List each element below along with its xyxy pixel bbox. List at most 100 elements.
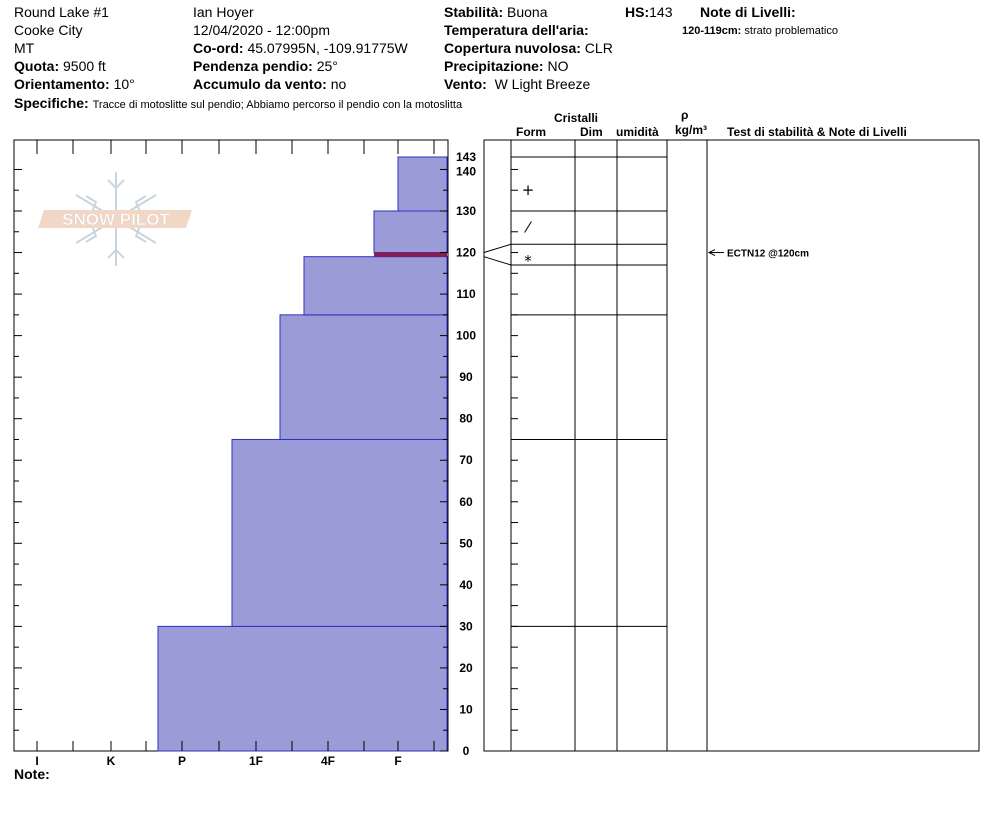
wind-value: W Light Breeze	[494, 76, 591, 92]
stability-test-0: ECTN12 @120cm	[727, 249, 809, 260]
layer-boundaries	[511, 156, 667, 627]
height-label-100: 100	[456, 329, 476, 343]
hardness-layer-1	[231, 438, 448, 627]
elevation: Quota: 9500 ft	[14, 58, 106, 74]
hardness-layer-5	[397, 156, 448, 212]
layer-note-range: 120-119cm:	[682, 25, 742, 37]
height-label-70: 70	[459, 453, 473, 467]
observer: Ian Hoyer	[193, 4, 254, 20]
hardness-label-4F: 4F	[321, 754, 335, 768]
wind-label: Vento:	[444, 76, 487, 92]
hardness-layer-3	[303, 256, 448, 316]
aspect-label: Orientamento:	[14, 76, 110, 92]
height-label-120: 120	[456, 246, 476, 260]
height-label-30: 30	[459, 619, 473, 633]
note-label: Note:	[14, 766, 50, 782]
height-label-80: 80	[459, 412, 473, 426]
slope-value: 25°	[316, 58, 338, 74]
crystals-header: Cristalli	[554, 111, 599, 125]
specifics: Specifiche: Tracce di motoslitte sul pen…	[14, 95, 462, 112]
problem-layer	[374, 252, 447, 257]
precipitation: Precipitazione: NO	[444, 58, 568, 74]
hardness-label-K: K	[107, 754, 116, 768]
specifics-label: Specifiche:	[14, 95, 89, 111]
cloud-cover: Copertura nuvolosa: CLR	[444, 40, 613, 56]
rho-header: ρ	[681, 108, 689, 122]
precip-value: NO	[547, 58, 569, 74]
layer-note: 120-119cm: strato problematico	[682, 25, 838, 38]
specifics-text: Tracce di motoslitte sul pendio; Abbiamo…	[92, 99, 463, 111]
test-arrow-icon-0	[707, 249, 716, 256]
height-label-20: 20	[459, 661, 473, 675]
elevation-label: Quota:	[14, 58, 60, 74]
hardness-label-1F: 1F	[249, 754, 263, 768]
coord-label: Co-ord:	[193, 40, 244, 56]
stability-notes-header: Test di stabilità & Note di Livelli	[727, 125, 907, 139]
stability-value: Buona	[507, 4, 548, 20]
state: MT	[14, 40, 35, 56]
height-label-110: 110	[456, 287, 476, 301]
dim-header: Dim	[580, 125, 603, 139]
height-label-143: 143	[456, 150, 476, 164]
grain-forms: + ⁄ *	[522, 181, 535, 270]
hardness-layer-2	[279, 314, 448, 440]
datetime: 12/04/2020 - 12:00pm	[193, 22, 330, 38]
hardness-label-P: P	[178, 754, 186, 768]
slope: Pendenza pendio: 25°	[193, 58, 338, 74]
air-temp: Temperatura dell'aria:	[444, 22, 589, 38]
hs-label: HS:	[625, 4, 650, 20]
plot-ticks	[14, 140, 518, 752]
data-table-frame	[483, 139, 980, 752]
form-header: Form	[516, 125, 546, 139]
logo-text: SNOW PILOT	[62, 210, 170, 229]
hardness-layer-4	[373, 210, 448, 254]
elevation-value: 9500 ft	[63, 58, 106, 74]
layer-connector-1	[483, 256, 512, 266]
location: Round Lake #1	[14, 4, 109, 20]
layer-note-text: strato problematico	[744, 25, 838, 37]
grain-symbol-2: *	[524, 252, 532, 270]
logo-banner	[38, 210, 192, 228]
layer-connectors	[483, 243, 512, 266]
height-label-10: 10	[459, 702, 473, 716]
coordinates: Co-ord: 45.07995N, -109.91775W	[193, 40, 408, 56]
hardness-layer-0	[157, 625, 448, 752]
height-label-130: 130	[456, 204, 476, 218]
snow-height: HS:143	[625, 4, 672, 20]
cloud-label: Copertura nuvolosa:	[444, 40, 581, 56]
grain-symbol-0: +	[522, 181, 535, 199]
stability-tests: ECTN12 @120cm	[707, 249, 809, 260]
hardness-label-F: F	[394, 754, 401, 768]
city: Cooke City	[14, 22, 83, 38]
wind-loading: Accumulo da vento: no	[193, 76, 346, 92]
snowpilot-logo: SNOW PILOT	[38, 172, 192, 266]
wind-loading-value: no	[330, 76, 347, 92]
aspect: Orientamento: 10°	[14, 76, 135, 92]
stability-label: Stabilità:	[444, 4, 504, 20]
hardness-label-I: I	[35, 754, 38, 768]
stability: Stabilità: Buona	[444, 4, 548, 20]
hs-value: 143	[649, 4, 673, 20]
slope-label: Pendenza pendio:	[193, 58, 313, 74]
layer-notes-title: Note di Livelli:	[700, 4, 796, 20]
precip-label: Precipitazione:	[444, 58, 544, 74]
height-label-0: 0	[463, 744, 470, 758]
height-label-50: 50	[459, 536, 473, 550]
height-label-90: 90	[459, 370, 473, 384]
grain-symbol-1: ⁄	[524, 219, 533, 237]
density-unit-header: kg/m³	[675, 123, 708, 137]
height-label-40: 40	[459, 578, 473, 592]
moisture-header: umidità	[616, 125, 659, 139]
aspect-value: 10°	[113, 76, 135, 92]
layer-connector-0	[483, 243, 512, 254]
wind-loading-label: Accumulo da vento:	[193, 76, 327, 92]
cloud-value: CLR	[584, 40, 613, 56]
coord-value: 45.07995N, -109.91775W	[247, 40, 408, 56]
height-label-140: 140	[456, 164, 476, 178]
air-temp-label: Temperatura dell'aria:	[444, 22, 589, 38]
wind: Vento: W Light Breeze	[444, 76, 590, 92]
hardness-layers	[157, 156, 448, 752]
hardness-axis: I K P 1F 4F F	[35, 754, 401, 768]
